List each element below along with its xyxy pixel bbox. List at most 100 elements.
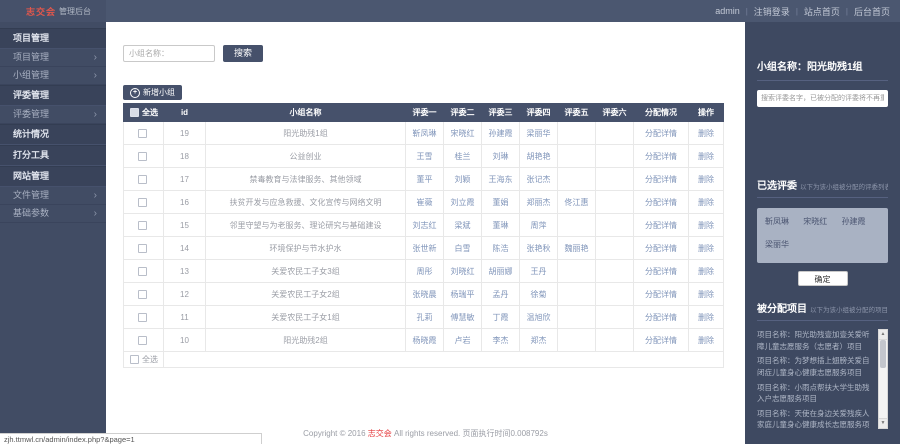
table-footer-spacer bbox=[163, 351, 724, 368]
judge-3: 王海东 bbox=[481, 167, 520, 191]
judge-search-input[interactable] bbox=[757, 90, 888, 107]
select-all-checkbox-footer[interactable] bbox=[130, 355, 139, 365]
assign-detail-link[interactable]: 分配详情 bbox=[645, 220, 677, 230]
assign-detail-link[interactable]: 分配详情 bbox=[645, 174, 677, 184]
delete-link[interactable]: 删除 bbox=[698, 289, 714, 299]
sidebar-item-0[interactable]: 项目管理 bbox=[0, 28, 106, 49]
column-header-1: id bbox=[163, 103, 206, 122]
sidebar-item-7[interactable]: 网站管理 bbox=[0, 166, 106, 187]
table-row: 13 关爱农民工子女3组 周彤 刘晓红 胡丽娜 王丹 分配详情 删除 bbox=[123, 259, 724, 283]
judge-6 bbox=[595, 190, 634, 214]
topbar-link-0[interactable]: 注销登录 bbox=[753, 6, 790, 17]
group-name: 邻里守望与为老服务、理论研究与基础建设 bbox=[205, 213, 406, 237]
topbar-link-1[interactable]: 站点首页 bbox=[803, 6, 840, 17]
row-checkbox[interactable] bbox=[137, 197, 147, 207]
row-id: 11 bbox=[163, 305, 206, 329]
group-name: 公益创业 bbox=[205, 144, 406, 168]
judge-6 bbox=[595, 282, 634, 306]
judge-5 bbox=[557, 328, 596, 352]
row-checkbox[interactable] bbox=[137, 243, 147, 253]
delete-link[interactable]: 删除 bbox=[698, 243, 714, 253]
sidebar-item-2[interactable]: 小组管理 › bbox=[0, 67, 106, 85]
plus-circle-icon: + bbox=[130, 87, 140, 98]
row-checkbox[interactable] bbox=[137, 220, 147, 230]
assigned-projects-header: 被分配项目 以下为该小组被分配的项目列表 bbox=[757, 300, 888, 321]
row-id: 13 bbox=[163, 259, 206, 283]
table-row: 15 邻里守望与为老服务、理论研究与基础建设 刘志红 梁斌 董琳 周萍 分配详情 删除 bbox=[123, 213, 724, 237]
row-checkbox[interactable] bbox=[137, 128, 147, 138]
detail-cell: 分配详情 bbox=[633, 282, 689, 306]
judge-4: 郑丽杰 bbox=[519, 190, 558, 214]
scrollbar-thumb[interactable] bbox=[880, 340, 886, 368]
assign-detail-link[interactable]: 分配详情 bbox=[645, 151, 677, 161]
sidebar-item-4[interactable]: 评委管理 › bbox=[0, 106, 106, 124]
status-bar: zjh.ttmwl.cn/admin/index.php?&page=1 bbox=[0, 433, 262, 444]
judge-3: 陈浩 bbox=[481, 236, 520, 260]
detail-cell: 分配详情 bbox=[633, 328, 689, 352]
assign-detail-link[interactable]: 分配详情 bbox=[645, 266, 677, 276]
sidebar-item-1[interactable]: 项目管理 › bbox=[0, 49, 106, 67]
topbar-link-2[interactable]: 后台首页 bbox=[853, 6, 890, 17]
delete-link[interactable]: 删除 bbox=[698, 174, 714, 184]
delete-link[interactable]: 删除 bbox=[698, 128, 714, 138]
delete-link[interactable]: 删除 bbox=[698, 312, 714, 322]
judge-option-2[interactable]: 孙建霞 bbox=[841, 217, 866, 226]
judge-4: 王丹 bbox=[519, 259, 558, 283]
panel-group-title: 小组名称：阳光助残1组 bbox=[757, 58, 888, 81]
judge-3: 刘琳 bbox=[481, 144, 520, 168]
assign-detail-link[interactable]: 分配详情 bbox=[645, 335, 677, 345]
topbar-separator: | bbox=[845, 6, 848, 16]
scrollbar[interactable]: ▲ ▼ bbox=[878, 329, 888, 429]
search-button[interactable]: 搜索 bbox=[223, 45, 263, 62]
row-checkbox[interactable] bbox=[137, 312, 147, 322]
group-name-search-input[interactable] bbox=[123, 45, 215, 62]
assign-detail-link[interactable]: 分配详情 bbox=[645, 128, 677, 138]
topbar-separator: | bbox=[745, 6, 748, 16]
row-checkbox[interactable] bbox=[137, 151, 147, 161]
delete-link[interactable]: 删除 bbox=[698, 266, 714, 276]
sidebar-item-6[interactable]: 打分工具 bbox=[0, 145, 106, 166]
row-checkbox[interactable] bbox=[137, 289, 147, 299]
scroll-down-icon[interactable]: ▼ bbox=[879, 418, 887, 428]
assign-detail-link[interactable]: 分配详情 bbox=[645, 243, 677, 253]
scroll-up-icon[interactable]: ▲ bbox=[879, 330, 887, 340]
logo-suffix-text: 管理后台 bbox=[59, 6, 92, 16]
judge-option-3[interactable]: 梁丽华 bbox=[765, 239, 789, 249]
row-id: 17 bbox=[163, 167, 206, 191]
selected-judges-listbox[interactable]: 靳凤琳 宋晓红 孙建霞梁丽华 bbox=[757, 208, 888, 263]
judge-4: 徐菊 bbox=[519, 282, 558, 306]
panel-title-label: 小组名称： bbox=[757, 62, 807, 73]
row-checkbox[interactable] bbox=[137, 335, 147, 345]
assign-detail-link[interactable]: 分配详情 bbox=[645, 197, 677, 207]
confirm-button[interactable]: 确定 bbox=[797, 271, 848, 286]
row-checkbox[interactable] bbox=[137, 174, 147, 184]
sidebar-item-label: 统计情况 bbox=[13, 129, 50, 139]
project-item-0: 项目名称：阳光助残壹加壹关爱听障儿童志愿服务（志愿者）项目 bbox=[757, 330, 870, 351]
sidebar-item-8[interactable]: 文件管理 › bbox=[0, 187, 106, 205]
judge-1: 靳凤琳 bbox=[405, 121, 444, 145]
judge-2: 傅慧敏 bbox=[443, 305, 482, 329]
judge-6 bbox=[595, 328, 634, 352]
sidebar-item-9[interactable]: 基础参数 › bbox=[0, 205, 106, 223]
column-header-7: 评委五 bbox=[557, 103, 596, 122]
sidebar-item-label: 文件管理 bbox=[13, 190, 50, 200]
sidebar-item-3[interactable]: 评委管理 bbox=[0, 85, 106, 106]
delete-link[interactable]: 删除 bbox=[698, 151, 714, 161]
copyright-prefix: Copyright © 2016 bbox=[303, 429, 368, 438]
footer-select-all-cell: 全选 bbox=[123, 351, 164, 368]
delete-link[interactable]: 删除 bbox=[698, 220, 714, 230]
delete-link[interactable]: 删除 bbox=[698, 335, 714, 345]
table-row: 16 扶贫开发与应急救援、文化宣传与网络文明 崔薇 刘立霞 董娟 郑丽杰 佟江惠 分配详情 删除 bbox=[123, 190, 724, 214]
assign-detail-link[interactable]: 分配详情 bbox=[645, 289, 677, 299]
select-all-checkbox[interactable] bbox=[130, 108, 139, 118]
row-checkbox[interactable] bbox=[137, 266, 147, 276]
assign-detail-link[interactable]: 分配详情 bbox=[645, 312, 677, 322]
delete-link[interactable]: 删除 bbox=[698, 197, 714, 207]
add-group-button[interactable]: + 新增小组 bbox=[123, 85, 182, 100]
judge-option-1[interactable]: 宋晓红 bbox=[803, 217, 828, 226]
judge-option-0[interactable]: 靳凤琳 bbox=[765, 217, 789, 226]
group-name: 关爱农民工子女3组 bbox=[205, 259, 406, 283]
detail-cell: 分配详情 bbox=[633, 167, 689, 191]
sidebar-item-5[interactable]: 统计情况 bbox=[0, 124, 106, 145]
column-header-2: 小组名称 bbox=[205, 103, 406, 122]
